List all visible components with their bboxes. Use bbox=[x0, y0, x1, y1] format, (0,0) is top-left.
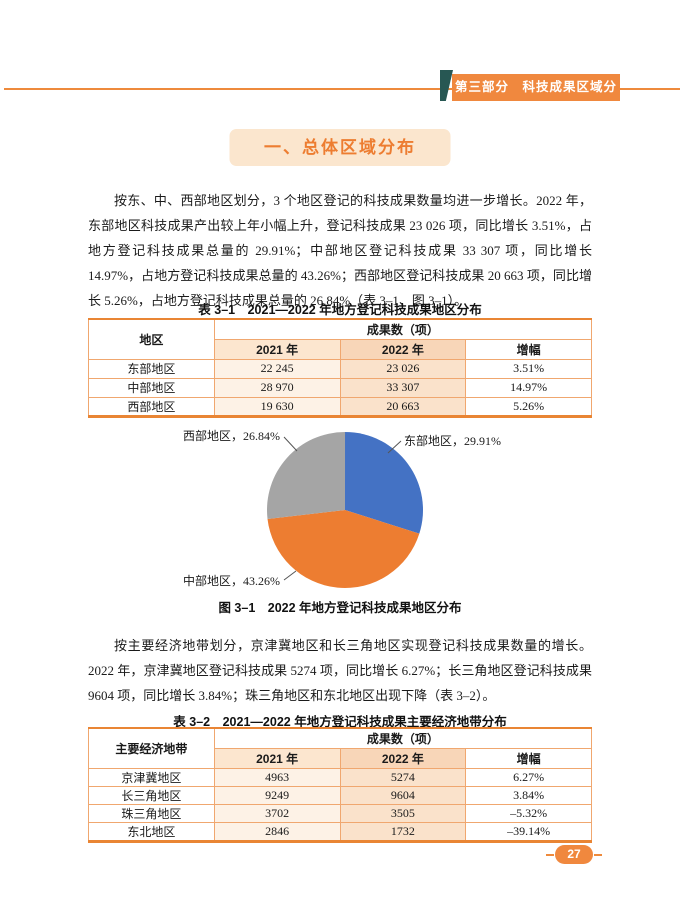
table-row: 东部地区 22 245 23 026 3.51% bbox=[88, 358, 592, 379]
pie-label-1: 中部地区，43.26% bbox=[183, 573, 280, 588]
page-number-dash-right bbox=[594, 853, 602, 856]
cell-2022: 9604 bbox=[339, 785, 467, 805]
pie-chart-figure: 东部地区，29.91% 中部地区，43.26% 西部地区，26.84% bbox=[88, 424, 592, 594]
table-subheader-row: 2021 年 2022 年 增幅 bbox=[89, 747, 592, 769]
cell-2021: 28 970 bbox=[213, 377, 341, 398]
cell-growth: 14.97% bbox=[465, 377, 592, 398]
column-header-region: 地区 bbox=[88, 318, 215, 360]
cell-2021: 22 245 bbox=[213, 358, 341, 379]
table-row: 珠三角地区 3702 3505 –5.32% bbox=[88, 803, 592, 823]
table-subheader-row: 2021 年 2022 年 增幅 bbox=[89, 338, 592, 360]
cell-growth: 3.84% bbox=[465, 785, 592, 805]
cell-2021: 2846 bbox=[213, 821, 341, 842]
column-header-2021: 2021 年 bbox=[213, 338, 341, 360]
page-title: 一、总体区域分布 bbox=[229, 129, 451, 166]
cell-2022: 1732 bbox=[339, 821, 467, 842]
body-paragraph-2: 按主要经济地带划分，京津冀地区和长三角地区实现登记科技成果数量的增长。2022 … bbox=[88, 638, 592, 703]
cell-region: 东部地区 bbox=[88, 358, 215, 379]
cell-growth: –39.14% bbox=[465, 821, 592, 842]
cell-growth: 6.27% bbox=[465, 767, 592, 787]
page-number: 27 bbox=[546, 845, 602, 864]
column-header-growth: 增幅 bbox=[465, 747, 592, 769]
pie-slice-2 bbox=[267, 432, 346, 519]
table-row: 中部地区 28 970 33 307 14.97% bbox=[88, 377, 592, 398]
pie-callout-line-0 bbox=[387, 440, 402, 454]
cell-2022: 23 026 bbox=[339, 358, 467, 379]
cell-growth: 3.51% bbox=[465, 358, 592, 379]
cell-zone: 长三角地区 bbox=[88, 785, 215, 805]
table-row: 东北地区 2846 1732 –39.14% bbox=[88, 821, 592, 842]
pie-slice-0 bbox=[345, 432, 424, 534]
cell-2022: 5274 bbox=[339, 767, 467, 787]
cell-2022: 33 307 bbox=[339, 377, 467, 398]
column-header-2022: 2022 年 bbox=[339, 338, 467, 360]
page-number-dash-left bbox=[546, 853, 554, 856]
pie-label-2: 西部地区，26.84% bbox=[183, 428, 280, 443]
body-paragraph-1: 按东、中、西部地区划分，3 个地区登记的科技成果数量均进一步增长。2022 年，… bbox=[88, 193, 592, 308]
column-header-group: 成果数（项） bbox=[213, 318, 593, 340]
table-row: 京津冀地区 4963 5274 6.27% bbox=[88, 767, 592, 787]
column-header-group: 成果数（项） bbox=[213, 727, 593, 749]
cell-2022: 20 663 bbox=[339, 396, 467, 417]
figure-3-1-caption: 图 3–1 2022 年地方登记科技成果地区分布 bbox=[218, 601, 462, 615]
section-header-badge: 第三部分 科技成果区域分布 bbox=[452, 74, 620, 121]
cell-2021: 3702 bbox=[213, 803, 341, 823]
pie-chart: 东部地区，29.91% 中部地区，43.26% 西部地区，26.84% bbox=[183, 428, 501, 588]
table-3-1: 地区 成果数（项） 2021 年 2022 年 增幅 东部地区 22 245 2… bbox=[88, 318, 593, 418]
cell-2021: 19 630 bbox=[213, 396, 341, 417]
pie-slice-1 bbox=[267, 510, 420, 588]
column-header-2022: 2022 年 bbox=[339, 747, 467, 769]
cell-2021: 9249 bbox=[213, 785, 341, 805]
pie-label-0: 东部地区，29.91% bbox=[404, 433, 501, 448]
pie-callout-line-2 bbox=[283, 436, 298, 452]
cell-region: 中部地区 bbox=[88, 377, 215, 398]
column-header-growth: 增幅 bbox=[465, 338, 592, 360]
column-header-2021: 2021 年 bbox=[213, 747, 341, 769]
cell-growth: 5.26% bbox=[465, 396, 592, 417]
column-header-zone: 主要经济地带 bbox=[88, 727, 215, 769]
table-3-2-caption: 表 3–2 2021—2022 年地方登记科技成果主要经济地带分布 bbox=[173, 715, 507, 729]
cell-zone: 京津冀地区 bbox=[88, 767, 215, 787]
table-row: 西部地区 19 630 20 663 5.26% bbox=[88, 396, 592, 417]
cell-zone: 东北地区 bbox=[88, 821, 215, 842]
table-header-row: 地区 成果数（项） bbox=[88, 318, 593, 360]
table-3-2: 主要经济地带 成果数（项） 2021 年 2022 年 增幅 京津冀地区 496… bbox=[88, 727, 593, 843]
pie-callout-line-1 bbox=[283, 570, 297, 581]
cell-growth: –5.32% bbox=[465, 803, 592, 823]
page-number-pill: 27 bbox=[555, 845, 593, 864]
table-row: 长三角地区 9249 9604 3.84% bbox=[88, 785, 592, 805]
header-rule bbox=[4, 88, 680, 90]
cell-region: 西部地区 bbox=[88, 396, 215, 417]
table-3-1-caption: 表 3–1 2021—2022 年地方登记科技成果地区分布 bbox=[198, 303, 482, 317]
cell-zone: 珠三角地区 bbox=[88, 803, 215, 823]
table-header-row: 主要经济地带 成果数（项） bbox=[88, 727, 593, 769]
cell-2021: 4963 bbox=[213, 767, 341, 787]
cell-2022: 3505 bbox=[339, 803, 467, 823]
